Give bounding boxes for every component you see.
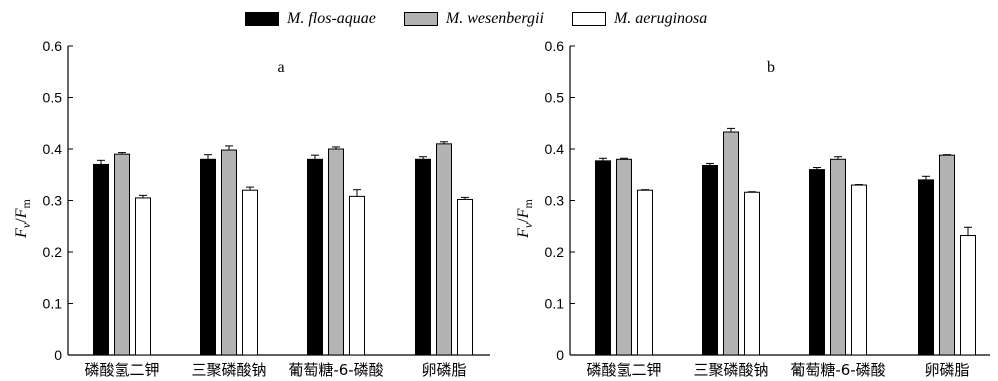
bar <box>349 195 365 356</box>
y-tick-label: 0.1 <box>43 296 63 312</box>
panel-b: 0 0.1 0.2 0.3 0.4 0.5 0.6 Fv/Fm b 磷酸氢二钾 三聚磷酸钠 葡萄糖-6… <box>515 38 990 379</box>
y-tick-label: 0.3 <box>545 193 565 209</box>
bar <box>918 179 934 356</box>
bar <box>221 149 237 356</box>
category-label: 卵磷脂 <box>421 361 466 379</box>
category-label: 磷酸氢二钾 <box>84 361 159 379</box>
bar <box>809 169 825 356</box>
bar <box>851 184 867 356</box>
category-label: 三聚磷酸钠 <box>191 361 266 379</box>
bar <box>200 158 216 356</box>
panel-letter: a <box>277 59 284 76</box>
legend-label-flos-aquae: M. flos-aquae <box>287 10 376 27</box>
bar <box>328 148 344 356</box>
bar <box>702 164 718 356</box>
legend-label-wesenbergii: M. wesenbergii <box>445 10 544 27</box>
category-label: 磷酸氢二钾 <box>586 361 661 379</box>
legend-label-aeruginosa: M. aeruginosa <box>613 10 708 27</box>
bar <box>830 158 846 356</box>
bar <box>457 198 473 356</box>
bar <box>960 235 976 356</box>
category-label: 三聚磷酸钠 <box>693 361 768 379</box>
legend-swatch-flos-aquae <box>245 12 279 26</box>
bar <box>744 191 760 356</box>
y-tick-label: 0.6 <box>43 38 63 54</box>
panel-letter: b <box>767 59 775 76</box>
bar <box>939 154 955 356</box>
chart-legend: M. flos-aquae M. wesenbergii M. aerugino… <box>245 8 735 30</box>
bar <box>415 158 431 356</box>
bar <box>114 153 130 356</box>
y-axis-label: Fv/Fm <box>515 199 535 239</box>
y-axis-label: Fv/Fm <box>13 199 33 239</box>
y-tick-label: 0 <box>54 347 62 363</box>
legend-item-aeruginosa: M. aeruginosa <box>571 10 708 28</box>
panel-a: 0 0.1 0.2 0.3 0.4 0.5 0.6 Fv/Fm a 磷酸氢二钾 三聚磷酸钠 葡萄糖-6… <box>13 38 490 379</box>
y-tick-label: 0.2 <box>43 244 63 260</box>
category-label: 葡萄糖-6-磷酸 <box>790 361 885 379</box>
legend-swatch-aeruginosa <box>571 12 606 26</box>
bar <box>93 163 109 356</box>
bar <box>307 158 323 356</box>
category-label: 卵磷脂 <box>924 361 969 379</box>
legend-item-flos-aquae: M. flos-aquae <box>245 10 376 28</box>
bar <box>135 197 151 356</box>
bar <box>436 143 452 356</box>
y-tick-label: 0.4 <box>43 141 63 157</box>
bar <box>723 131 739 356</box>
y-tick-label: 0.1 <box>545 296 565 312</box>
y-tick-label: 0.5 <box>43 90 63 106</box>
y-tick-label: 0.3 <box>43 193 63 209</box>
bar <box>595 160 611 356</box>
legend-swatch-wesenbergii <box>403 12 438 26</box>
y-tick-label: 0.2 <box>545 244 565 260</box>
bar <box>242 189 258 356</box>
bar <box>637 189 653 356</box>
bar <box>616 158 632 356</box>
category-label: 葡萄糖-6-磷酸 <box>288 361 383 379</box>
y-tick-label: 0.4 <box>545 141 565 157</box>
y-tick-label: 0.5 <box>545 90 565 106</box>
y-tick-label: 0 <box>556 347 564 363</box>
legend-item-wesenbergii: M. wesenbergii <box>403 10 544 28</box>
y-tick-label: 0.6 <box>545 38 565 54</box>
